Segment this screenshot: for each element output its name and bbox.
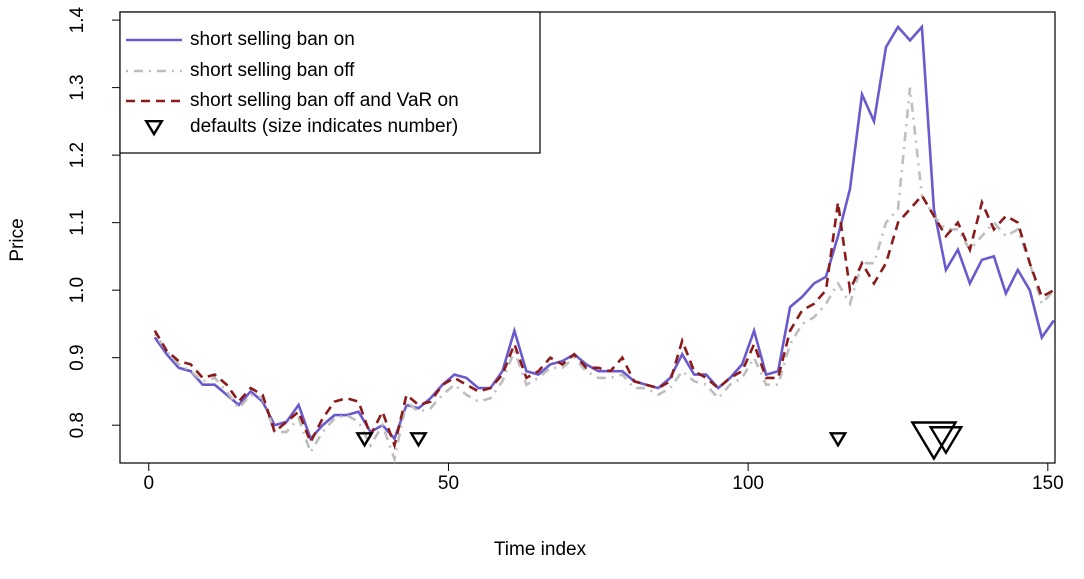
default-marker (928, 426, 964, 456)
legend-label: short selling ban off (190, 60, 355, 81)
legend-label: defaults (size indicates number) (190, 116, 458, 137)
y-tick-label: 1.0 (67, 277, 88, 303)
y-tick-label: 1.2 (67, 142, 88, 168)
x-tick-label: 50 (438, 473, 459, 494)
legend-label: short selling ban off and VaR on (190, 90, 459, 111)
y-tick-label: 1.4 (67, 6, 88, 33)
default-marker (409, 432, 428, 448)
default-marker (910, 421, 958, 461)
x-tick-label: 0 (143, 473, 154, 494)
default-marker (355, 432, 374, 448)
y-tick-label: 1.1 (67, 209, 88, 235)
legend-label: short selling ban on (190, 29, 355, 50)
plot-frame (119, 11, 1056, 464)
y-axis-label: Price (7, 218, 28, 261)
default-marker (828, 432, 848, 448)
y-tick-label: 0.8 (67, 412, 88, 438)
x-axis-label: Time index (494, 539, 587, 560)
series-line (153, 23, 1055, 442)
series-line (153, 193, 1055, 450)
y-tick-label: 0.9 (67, 344, 88, 370)
x-tick-label: 100 (732, 473, 764, 494)
y-tick-label: 1.3 (67, 74, 88, 100)
x-tick-label: 150 (1032, 473, 1064, 494)
legend-swatch (144, 119, 164, 137)
series-line (153, 87, 1055, 464)
legend-box (119, 11, 541, 154)
